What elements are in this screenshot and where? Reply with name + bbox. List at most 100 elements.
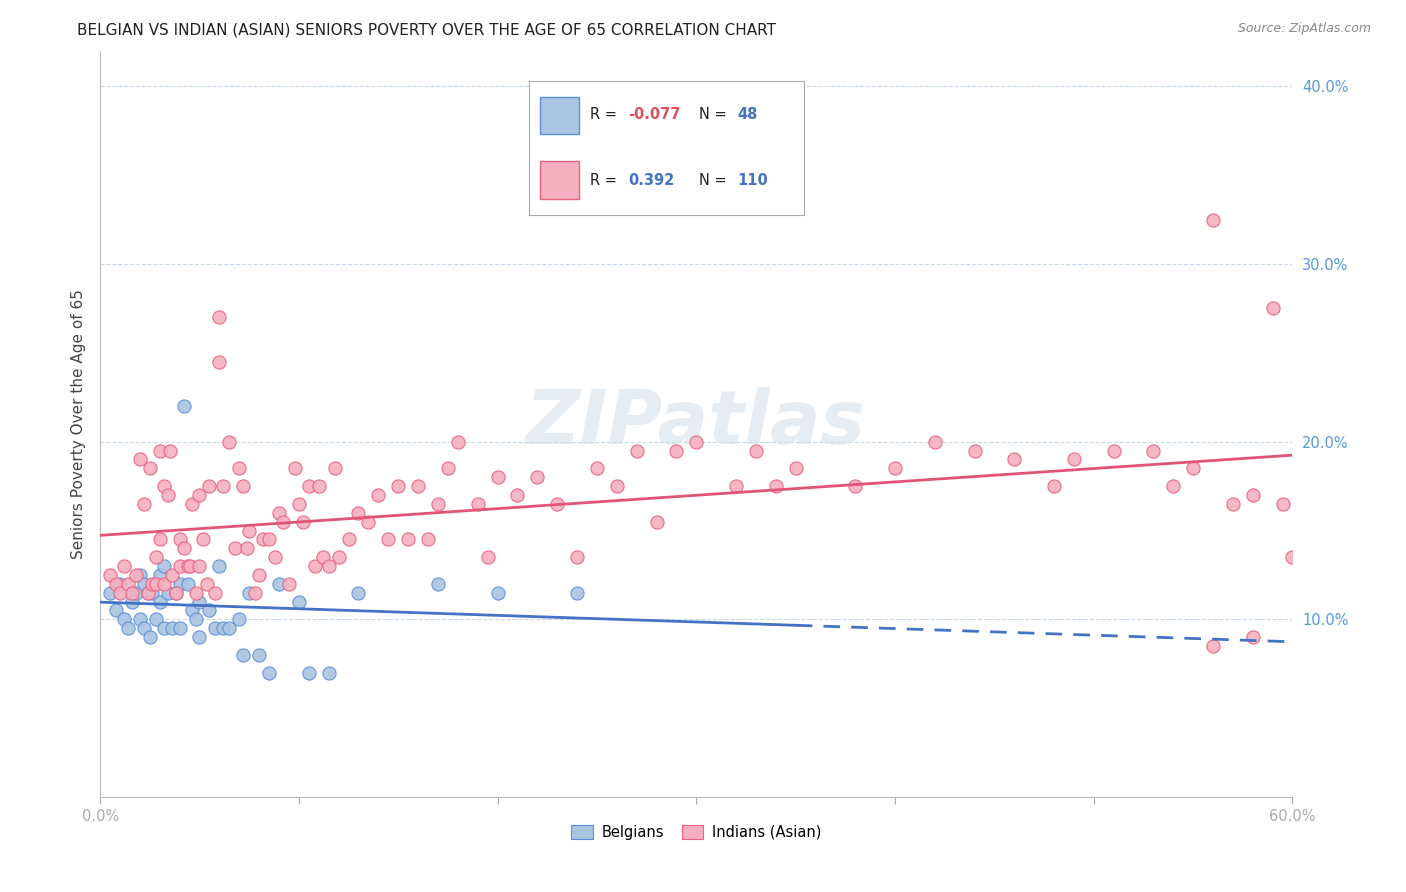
Point — [257, 533, 280, 547]
Point — [204, 621, 226, 635]
Point — [141, 585, 163, 599]
Point — [785, 461, 807, 475]
Point — [145, 577, 167, 591]
Point — [264, 550, 287, 565]
Point — [152, 479, 174, 493]
Point — [328, 550, 350, 565]
Point — [176, 577, 198, 591]
Point — [149, 533, 172, 547]
Point — [1182, 461, 1205, 475]
Point — [626, 443, 648, 458]
Point — [565, 585, 588, 599]
Legend: Belgians, Indians (Asian): Belgians, Indians (Asian) — [565, 819, 828, 846]
Point — [193, 533, 215, 547]
Point — [139, 630, 162, 644]
Point — [1241, 488, 1264, 502]
Point — [232, 479, 254, 493]
Point — [288, 497, 311, 511]
Point — [132, 497, 155, 511]
Point — [173, 399, 195, 413]
Point — [105, 577, 128, 591]
Point — [606, 479, 628, 493]
Point — [188, 559, 211, 574]
Point — [267, 577, 290, 591]
Point — [277, 577, 299, 591]
Point — [179, 559, 201, 574]
Point — [844, 479, 866, 493]
Point — [128, 568, 150, 582]
Point — [204, 585, 226, 599]
Point — [1222, 497, 1244, 511]
Point — [208, 559, 231, 574]
Point — [188, 594, 211, 608]
Point — [257, 665, 280, 680]
Point — [486, 585, 509, 599]
Point — [298, 665, 321, 680]
Point — [184, 612, 207, 626]
Point — [112, 559, 135, 574]
Point — [160, 621, 183, 635]
Point — [184, 585, 207, 599]
Point — [139, 461, 162, 475]
Point — [252, 533, 274, 547]
Y-axis label: Seniors Poverty Over the Age of 65: Seniors Poverty Over the Age of 65 — [72, 289, 86, 558]
Point — [1261, 301, 1284, 316]
Point — [406, 479, 429, 493]
Point — [447, 434, 470, 449]
Point — [298, 479, 321, 493]
Point — [1202, 212, 1225, 227]
Point — [437, 461, 460, 475]
Point — [156, 488, 179, 502]
Point — [228, 461, 250, 475]
Point — [136, 585, 159, 599]
Point — [486, 470, 509, 484]
Point — [208, 310, 231, 325]
Point — [526, 470, 548, 484]
Point — [284, 461, 307, 475]
Point — [212, 479, 235, 493]
Point — [117, 577, 139, 591]
Point — [477, 550, 499, 565]
Point — [149, 594, 172, 608]
Point — [152, 621, 174, 635]
Point — [197, 577, 219, 591]
Point — [173, 541, 195, 556]
Point — [1002, 452, 1025, 467]
Point — [1281, 550, 1303, 565]
Point — [128, 612, 150, 626]
Point — [169, 533, 191, 547]
Point — [1142, 443, 1164, 458]
Point — [180, 497, 202, 511]
Point — [165, 585, 187, 599]
Point — [149, 568, 172, 582]
Point — [98, 585, 121, 599]
Point — [357, 515, 380, 529]
Point — [506, 488, 529, 502]
Point — [180, 603, 202, 617]
Point — [141, 577, 163, 591]
Point — [416, 533, 439, 547]
Point — [212, 621, 235, 635]
Point — [232, 648, 254, 662]
Point — [337, 533, 360, 547]
Point — [132, 621, 155, 635]
Point — [347, 585, 370, 599]
Point — [169, 559, 191, 574]
Point — [745, 443, 768, 458]
Point — [318, 559, 340, 574]
Point — [247, 648, 270, 662]
Point — [156, 585, 179, 599]
Point — [586, 461, 609, 475]
Point — [1102, 443, 1125, 458]
Point — [291, 515, 314, 529]
Point — [145, 612, 167, 626]
Point — [98, 568, 121, 582]
Point — [645, 515, 668, 529]
Point — [308, 479, 330, 493]
Point — [125, 568, 148, 582]
Point — [1271, 497, 1294, 511]
Point — [169, 577, 191, 591]
Point — [288, 594, 311, 608]
Point — [467, 497, 489, 511]
Point — [312, 550, 335, 565]
